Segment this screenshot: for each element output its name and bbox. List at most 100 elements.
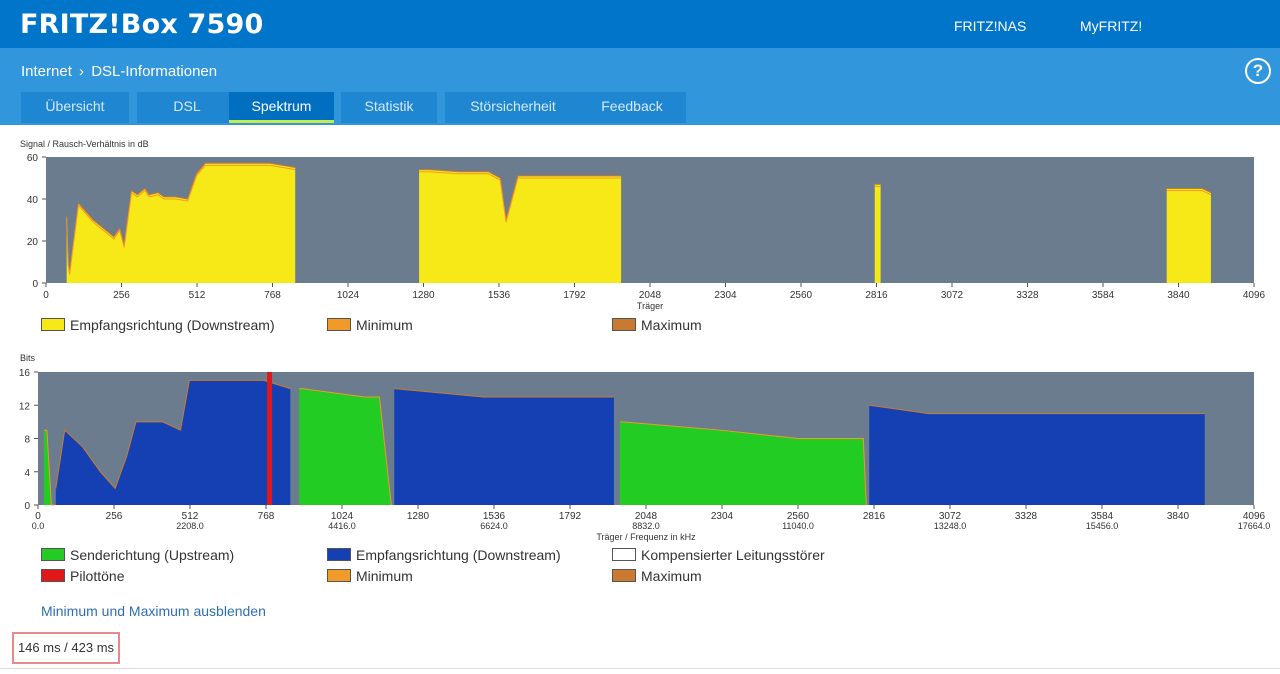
legend-swatch-maximum	[612, 318, 636, 331]
bits-chart: Bits 16 12 8 4 00 256 512 768 1024 1280 1536 1792 204…	[19, 353, 1271, 542]
snr-minimum-line	[1166, 190, 1212, 196]
bits-x-tick-label: 1280	[407, 511, 430, 522]
bits-x-tick-label: 3840	[1167, 511, 1190, 522]
bits-freq-tick-label: 0.0	[32, 521, 45, 531]
bits-freq-tick-label: 2208.0	[176, 521, 204, 531]
breadcrumb: Internet › DSL-Informationen	[21, 63, 217, 80]
sub-header: Internet › DSL-Informationen ? Übersicht…	[0, 48, 1280, 125]
bits-freq-tick-label: 15456.0	[1086, 521, 1119, 531]
snr-x-tick-label: 1792	[563, 290, 586, 301]
snr-downstream-area	[874, 184, 881, 283]
snr-chart: Signal / Rausch-Verhältnis in dB 60 40 20 00…	[20, 139, 1266, 311]
snr-legend-minimum: Minimum	[327, 317, 413, 333]
page-title: DSL-Informationen	[91, 63, 218, 80]
legend-label: Senderichtung (Upstream)	[70, 547, 235, 563]
tab-feedback[interactable]: Feedback	[578, 92, 686, 123]
bits-downstream-area	[869, 405, 1205, 505]
bits-y-tick-label: 8	[24, 435, 30, 446]
snr-x-tick-label: 2304	[714, 290, 737, 301]
tab-uebersicht[interactable]: Übersicht	[21, 92, 129, 123]
snr-y-tick-label: 60	[27, 153, 39, 164]
bits-y-tick-label: 16	[19, 368, 31, 379]
snr-x-tick-label: 256	[113, 290, 130, 301]
bits-legend-upstream: Senderichtung (Upstream)	[41, 547, 234, 563]
legend-swatch-downstream	[327, 548, 351, 561]
legend-label: Minimum	[356, 317, 413, 333]
bits-x-tick-label: 3584	[1091, 511, 1114, 522]
legend-label: Minimum	[356, 568, 413, 584]
bits-y-tick-label: 0	[24, 501, 30, 512]
legend-label: Maximum	[641, 317, 702, 333]
bits-y-tick-label: 4	[24, 468, 30, 479]
legend-swatch-minimum	[327, 569, 351, 582]
bits-legend-downstream: Empfangsrichtung (Downstream)	[327, 547, 561, 563]
tab-dsl[interactable]: DSL	[137, 92, 237, 123]
breadcrumb-separator-icon: ›	[79, 63, 85, 80]
snr-x-axis-title: Träger	[637, 301, 663, 311]
bits-legend-maximum: Maximum	[612, 568, 702, 584]
bits-x-tick-label: 3328	[1015, 511, 1038, 522]
snr-x-tick-label: 2560	[790, 290, 813, 301]
snr-y-tick-label: 0	[32, 279, 38, 290]
bits-freq-tick-label: 4416.0	[328, 521, 356, 531]
bits-x-tick-label: 2816	[863, 511, 886, 522]
legend-swatch-upstream	[41, 548, 65, 561]
fritznas-link[interactable]: FRITZ!NAS	[954, 18, 1027, 34]
snr-minimum-line	[66, 164, 296, 275]
legend-swatch-pilot	[41, 569, 65, 582]
bits-legend-compensated: Kompensierter Leitungsstörer	[612, 547, 825, 563]
bits-x-tick-label: 256	[106, 511, 123, 522]
bits-upstream-minimum-line	[299, 388, 392, 506]
hide-min-max-link[interactable]: Minimum und Maximum ausblenden	[41, 603, 266, 619]
legend-label: Pilottöne	[70, 568, 125, 584]
snr-legend-maximum: Maximum	[612, 317, 702, 333]
snr-x-tick-label: 3072	[941, 290, 964, 301]
bits-x-tick-label: 1024	[331, 511, 354, 522]
brand-title: FRITZ!Box 7590	[20, 9, 264, 40]
bits-upstream-minimum-line	[619, 421, 867, 506]
tab-spektrum[interactable]: Spektrum	[229, 92, 334, 123]
bits-upstream-area	[299, 388, 392, 505]
timing-readout: 146 ms / 423 ms	[12, 632, 120, 664]
breadcrumb-internet[interactable]: Internet	[21, 63, 72, 80]
snr-maximum-line	[66, 162, 296, 273]
help-icon[interactable]: ?	[1245, 58, 1271, 84]
bits-x-tick-label: 2304	[711, 511, 734, 522]
myfritz-link[interactable]: MyFRITZ!	[1080, 18, 1143, 34]
tab-stoersicherheit[interactable]: Störsicherheit	[445, 92, 581, 123]
legend-swatch-compensated	[612, 548, 636, 561]
snr-downstream-area	[66, 163, 296, 283]
bits-x-tick-label: 4096	[1243, 511, 1266, 522]
snr-x-tick-label: 1536	[488, 290, 511, 301]
bits-x-tick-label: 1536	[483, 511, 506, 522]
snr-y-axis-title: Signal / Rausch-Verhältnis in dB	[20, 139, 149, 149]
bits-freq-tick-label: 17664.0	[1238, 521, 1271, 531]
legend-label: Kompensierter Leitungsstörer	[641, 547, 825, 563]
snr-x-tick-label: 2048	[639, 290, 662, 301]
snr-x-tick-label: 0	[43, 290, 49, 301]
bits-freq-tick-label: 13248.0	[934, 521, 967, 531]
bits-x-axis-title: Träger / Frequenz in kHz	[596, 532, 696, 542]
bits-freq-tick-label: 8832.0	[632, 521, 660, 531]
bits-x-tick-label: 2048	[635, 511, 658, 522]
legend-swatch-maximum	[612, 569, 636, 582]
bits-downstream-maximum-line	[869, 404, 1205, 415]
bits-pilot-tone	[267, 372, 273, 505]
bits-upstream-area	[619, 421, 867, 505]
snr-maximum-line	[1166, 188, 1212, 194]
snr-x-tick-label: 3840	[1167, 290, 1190, 301]
snr-x-tick-label: 4096	[1243, 290, 1266, 301]
top-bar: FRITZ!Box 7590 FRITZ!NAS MyFRITZ!	[0, 0, 1280, 48]
snr-legend-downstream: Empfangsrichtung (Downstream)	[41, 317, 275, 333]
bits-x-tick-label: 2560	[787, 511, 810, 522]
legend-label: Empfangsrichtung (Downstream)	[356, 547, 561, 563]
snr-x-tick-label: 1280	[412, 290, 435, 301]
bits-x-tick-label: 0	[35, 511, 41, 522]
snr-downstream-area	[419, 169, 622, 283]
bits-downstream-area	[394, 388, 614, 505]
tab-statistik[interactable]: Statistik	[341, 92, 437, 123]
legend-label: Maximum	[641, 568, 702, 584]
bits-x-tick-label: 3072	[939, 511, 962, 522]
bits-freq-tick-label: 6624.0	[480, 521, 508, 531]
bits-y-axis-title: Bits	[20, 353, 36, 363]
